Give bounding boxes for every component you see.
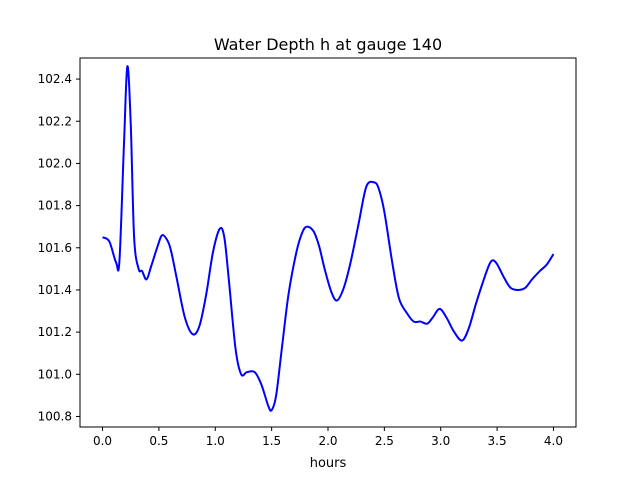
x-tick-label: 1.0 — [206, 434, 225, 448]
x-tick-label: 2.5 — [375, 434, 394, 448]
y-tick-label: 100.8 — [38, 409, 72, 423]
y-tick-label: 102.2 — [38, 114, 72, 128]
chart-title: Water Depth h at gauge 140 — [214, 35, 442, 54]
x-tick-label: 1.5 — [262, 434, 281, 448]
y-tick-label: 101.6 — [38, 241, 72, 255]
y-tick-label: 101.2 — [38, 325, 72, 339]
x-tick-label: 0.0 — [93, 434, 112, 448]
x-tick-label: 3.5 — [488, 434, 507, 448]
x-tick-label: 3.0 — [431, 434, 450, 448]
x-tick-label: 2.0 — [318, 434, 337, 448]
axes-frame — [79, 57, 577, 428]
y-tick-label: 102.4 — [38, 72, 72, 86]
y-tick-label: 101.4 — [38, 283, 72, 297]
y-tick-label: 101.0 — [38, 367, 72, 381]
y-tick-label: 102.0 — [38, 156, 72, 170]
x-axis-label: hours — [310, 456, 347, 471]
series-line-h — [102, 65, 555, 412]
x-tick-label: 0.5 — [149, 434, 168, 448]
x-tick-label: 4.0 — [544, 434, 563, 448]
y-tick-label: 101.8 — [38, 199, 72, 213]
